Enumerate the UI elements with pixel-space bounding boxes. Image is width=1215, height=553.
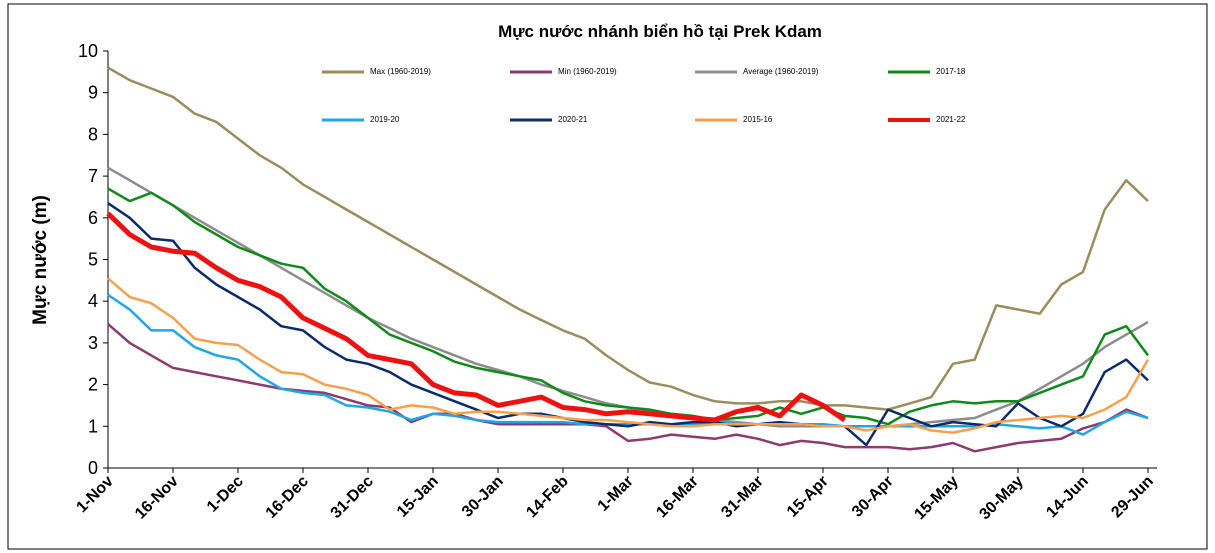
chart-frame (7, 3, 1208, 550)
series-line (106, 211, 847, 423)
y-tick-label: 6 (88, 208, 98, 228)
series-line (107, 293, 1149, 436)
legend-label: 2015-16 (743, 115, 773, 124)
series-line (107, 187, 1150, 426)
legend-label: 2020-21 (558, 115, 588, 124)
y-tick-label: 10 (78, 41, 98, 61)
y-tick-label: 5 (88, 250, 98, 270)
y-tick-label: 1 (88, 416, 98, 436)
legend-label: 2017-18 (936, 67, 966, 76)
y-tick-label: 8 (88, 124, 98, 144)
legend-label: 2021-22 (936, 115, 966, 124)
y-axis-title: Mực nước (m) (30, 195, 51, 325)
legend-label: Average (1960-2019) (743, 67, 819, 76)
y-tick-label: 9 (88, 83, 98, 103)
series-line (107, 66, 1149, 411)
y-tick-label: 3 (88, 333, 98, 353)
legend-label: 2019-20 (370, 115, 400, 124)
y-tick-label: 7 (88, 166, 98, 186)
y-tick-label: 4 (88, 291, 98, 311)
legend-label: Min (1960-2019) (558, 67, 617, 76)
chart-title: Mực nước nhánh biển hồ tại Prek Kdam (498, 22, 822, 41)
y-tick-label: 0 (88, 458, 98, 478)
series-line (107, 277, 1150, 434)
y-tick-label: 2 (88, 375, 98, 395)
series-line (107, 202, 1149, 447)
legend-label: Max (1960-2019) (370, 67, 431, 76)
